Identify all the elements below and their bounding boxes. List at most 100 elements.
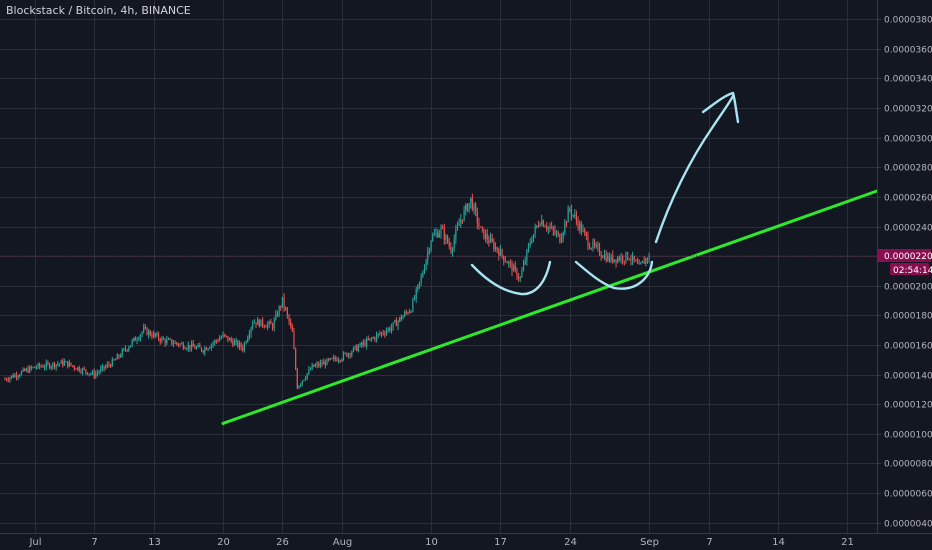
candle-body <box>519 277 521 279</box>
candle-body <box>504 261 506 263</box>
candle-body <box>514 265 516 269</box>
candle-body <box>153 333 155 337</box>
candle-body <box>592 242 594 249</box>
candle-body <box>248 333 250 338</box>
candle-body <box>405 312 407 314</box>
candle-body <box>478 223 480 227</box>
candle-body <box>597 245 599 247</box>
x-tick-label: 14 <box>772 537 785 548</box>
candle-body <box>119 356 122 358</box>
candle-body <box>115 359 117 361</box>
candle-body <box>52 362 54 367</box>
candle-body <box>169 339 171 341</box>
candle-body <box>371 338 373 340</box>
time-axis[interactable] <box>0 533 932 550</box>
candle-body <box>197 345 199 348</box>
candle-body <box>422 273 424 277</box>
candle-body <box>245 341 247 343</box>
candles <box>4 193 650 390</box>
candle-body <box>455 229 457 240</box>
candle-body <box>4 379 6 381</box>
candle-body <box>95 373 97 377</box>
candle-body <box>480 226 482 228</box>
hand-drawn-annotations <box>470 91 740 296</box>
candle-body <box>62 360 64 366</box>
candle-body <box>617 257 619 263</box>
candle-body <box>85 369 87 373</box>
candle-body <box>618 257 620 260</box>
candle-body <box>199 345 201 348</box>
candle-body <box>522 263 525 271</box>
candle-body <box>598 246 601 255</box>
candle-body <box>238 343 241 347</box>
candle-body <box>564 221 566 233</box>
candle-body <box>146 327 148 335</box>
candle-body <box>602 256 604 258</box>
x-tick-label: 10 <box>425 537 438 548</box>
candle-body <box>430 240 432 250</box>
candle-body <box>536 225 538 227</box>
candle-body <box>176 342 178 344</box>
candle-body <box>615 259 617 263</box>
candle-body <box>498 250 500 256</box>
candle-body <box>177 343 179 346</box>
candle-body <box>306 373 308 379</box>
candle-body <box>631 255 634 261</box>
candle-body <box>499 249 502 256</box>
candle-body <box>384 333 386 335</box>
candle-body <box>531 241 533 243</box>
candle-body <box>47 362 49 364</box>
candle-body <box>191 343 193 349</box>
candle-body <box>123 348 125 350</box>
candle-body <box>45 362 47 368</box>
candle-body <box>73 366 75 369</box>
support-trendline[interactable] <box>221 189 879 425</box>
candle-body <box>50 366 52 368</box>
candle-body <box>42 366 44 368</box>
candle-body <box>34 366 36 368</box>
candle-body <box>400 317 402 320</box>
candle-body <box>366 339 368 346</box>
candle-body <box>501 249 503 256</box>
candle-body <box>635 260 637 262</box>
candle-body <box>271 324 274 329</box>
candle-body <box>93 371 95 377</box>
candle-body <box>124 348 127 350</box>
candle-body <box>643 260 645 264</box>
candle-body <box>209 347 211 349</box>
candle-body <box>133 337 135 341</box>
candle-body <box>313 364 315 367</box>
candle-body <box>382 332 384 334</box>
candle-body <box>212 343 214 345</box>
candle-body <box>257 319 259 325</box>
candle-body <box>562 232 564 238</box>
candle-body <box>233 341 236 346</box>
candle-body <box>425 259 427 269</box>
candle-body <box>333 357 335 359</box>
candle-body <box>15 374 18 378</box>
candle-body <box>58 363 61 365</box>
candle-body <box>27 368 29 373</box>
candle-body <box>453 239 455 249</box>
candle-body <box>418 281 421 285</box>
candle-body <box>584 229 586 233</box>
candle-body <box>380 332 383 335</box>
candle-body <box>577 220 579 229</box>
candle-body <box>633 255 635 261</box>
candle-body <box>276 313 279 316</box>
candle-body <box>262 319 264 326</box>
candle-body <box>565 221 568 223</box>
candle-body <box>409 311 411 314</box>
candle-body <box>184 348 186 350</box>
candle-body <box>270 321 272 325</box>
candle-body <box>24 368 26 371</box>
candle-body <box>580 223 582 233</box>
candle-body <box>219 338 221 342</box>
